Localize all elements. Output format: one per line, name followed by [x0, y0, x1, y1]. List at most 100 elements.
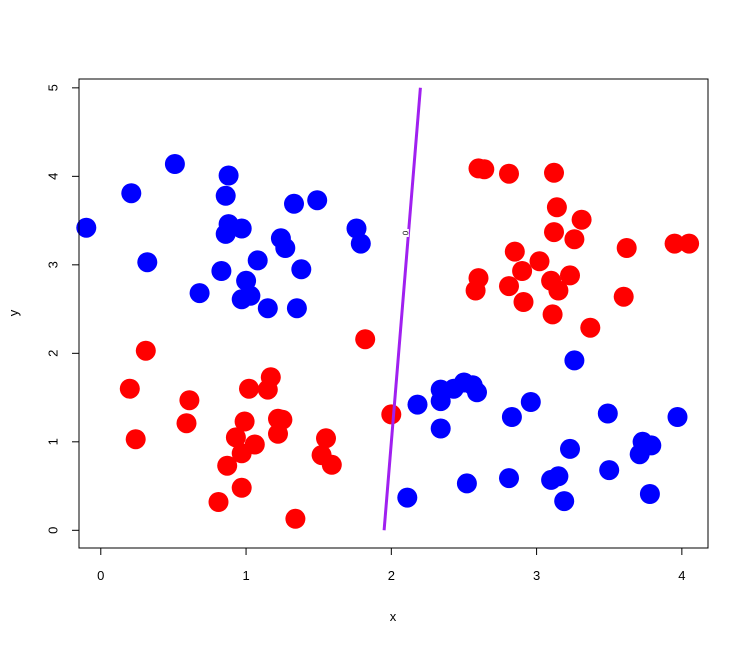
point-1-38: [546, 197, 567, 218]
point-1-42: [571, 209, 592, 230]
point-0-23: [350, 233, 371, 254]
point-0-48: [667, 407, 688, 427]
point-1-5: [208, 492, 229, 512]
point-0-0: [76, 217, 97, 238]
point-0-14: [247, 250, 268, 271]
x-tick-label: 0: [97, 568, 104, 583]
y-tick-label: 4: [46, 173, 61, 180]
point-1-40: [560, 265, 580, 286]
point-0-17: [275, 238, 296, 258]
points-layer: [76, 154, 700, 529]
point-1-14: [260, 367, 281, 388]
point-0-1: [121, 183, 142, 204]
point-0-28: [430, 418, 451, 439]
point-0-3: [164, 154, 185, 174]
point-0-40: [560, 438, 580, 459]
point-1-22: [355, 329, 376, 350]
x-axis-title: x: [390, 609, 397, 624]
point-1-2: [135, 340, 156, 361]
point-0-24: [397, 487, 418, 508]
contour-label: 0: [401, 230, 410, 235]
point-0-42: [597, 403, 618, 424]
point-0-5: [211, 261, 232, 281]
point-1-44: [613, 286, 634, 307]
point-1-30: [504, 241, 525, 262]
point-1-33: [529, 251, 550, 272]
y-tick-label: 2: [46, 350, 61, 357]
point-0-19: [286, 298, 307, 319]
y-axis: 0 1 2 3 4 5: [46, 84, 80, 534]
point-0-13: [240, 285, 261, 306]
point-1-46: [664, 233, 685, 254]
point-0-31: [456, 473, 477, 494]
point-1-8: [231, 477, 252, 498]
x-tick-label: 2: [388, 568, 395, 583]
x-tick-label: 1: [242, 568, 249, 583]
point-0-38: [548, 466, 569, 487]
point-0-2: [137, 252, 158, 273]
point-1-4: [179, 390, 200, 411]
point-0-4: [189, 283, 210, 304]
point-1-20: [316, 428, 336, 449]
point-1-45: [616, 238, 637, 258]
point-1-3: [176, 413, 197, 434]
point-0-41: [564, 350, 585, 371]
point-1-36: [544, 162, 564, 183]
point-0-27: [430, 391, 451, 412]
contour-line: [382, 87, 422, 531]
point-1-1: [125, 429, 146, 450]
point-0-15: [257, 298, 278, 319]
point-0-43: [599, 460, 620, 481]
y-tick-label: 5: [46, 84, 61, 91]
point-0-20: [291, 259, 312, 280]
point-1-47: [679, 233, 700, 254]
point-1-0: [119, 378, 140, 399]
point-0-39: [554, 491, 575, 512]
point-1-27: [474, 159, 495, 180]
point-1-31: [512, 261, 533, 281]
point-1-29: [499, 276, 519, 297]
point-1-32: [513, 292, 534, 312]
point-1-23: [381, 404, 402, 425]
x-tick-label: 3: [533, 568, 540, 583]
y-tick-label: 1: [46, 438, 61, 445]
point-1-37: [544, 222, 564, 243]
point-1-17: [272, 409, 293, 430]
point-0-34: [499, 468, 519, 489]
point-1-25: [468, 268, 489, 289]
x-axis: 0 1 2 3 4: [97, 547, 685, 583]
point-1-6: [217, 455, 238, 476]
point-1-11: [239, 378, 259, 399]
contour-label-bg: [402, 228, 409, 237]
point-1-39: [548, 280, 569, 301]
point-0-21: [307, 190, 328, 211]
point-1-43: [580, 317, 601, 338]
point-0-18: [284, 193, 304, 214]
point-0-8: [218, 165, 239, 186]
point-1-28: [499, 163, 519, 184]
y-axis-title: y: [6, 309, 21, 316]
point-1-35: [542, 304, 563, 325]
y-tick-label: 0: [46, 527, 61, 534]
point-0-46: [639, 484, 660, 504]
point-0-12: [236, 270, 257, 291]
point-0-22: [346, 218, 367, 239]
point-1-21: [321, 454, 342, 475]
point-0-36: [520, 392, 541, 412]
x-tick-label: 4: [678, 568, 685, 583]
point-1-12: [244, 434, 265, 455]
point-1-41: [564, 229, 585, 250]
point-0-35: [501, 407, 522, 427]
point-0-33: [467, 382, 487, 403]
point-1-7: [225, 427, 246, 448]
y-tick-label: 3: [46, 261, 61, 268]
point-1-10: [234, 411, 255, 432]
point-0-25: [407, 394, 428, 415]
point-1-18: [285, 508, 306, 529]
decision-boundary-layer: 0: [382, 87, 422, 531]
point-0-47: [641, 435, 662, 456]
point-0-10: [231, 218, 252, 239]
point-0-6: [215, 185, 236, 206]
